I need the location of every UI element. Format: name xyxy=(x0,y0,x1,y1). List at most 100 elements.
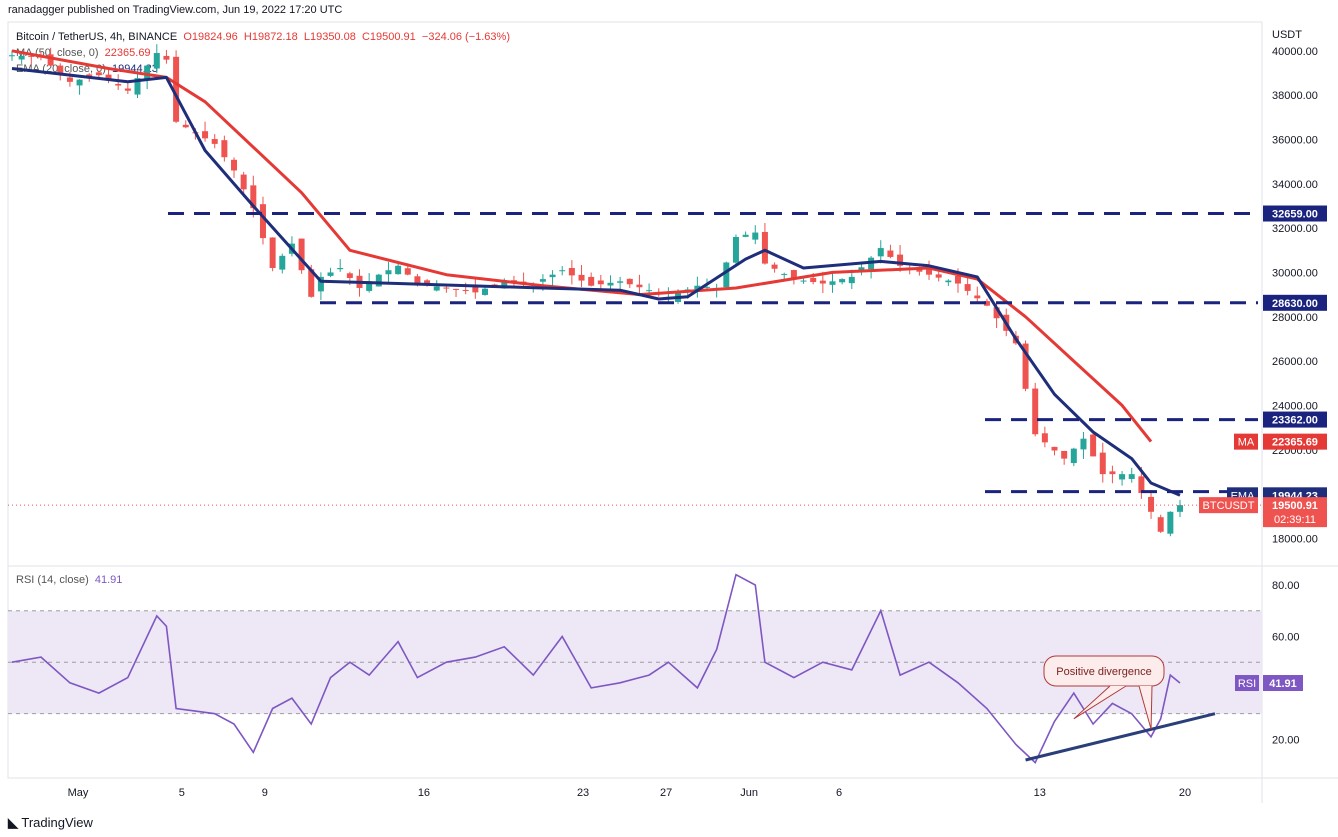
x-tick-label: 16 xyxy=(418,787,430,799)
price-tag-name-bg xyxy=(1199,497,1258,514)
price-tick-label: 36000.00 xyxy=(1272,134,1318,146)
candle xyxy=(964,284,971,291)
price-tick-label: 26000.00 xyxy=(1272,356,1318,368)
candle xyxy=(1157,517,1164,532)
level-price-label: 23362.00 xyxy=(1272,415,1318,427)
rsi-tag-name: RSI xyxy=(1238,678,1256,690)
candle xyxy=(317,276,324,292)
candle xyxy=(1051,446,1058,451)
candle xyxy=(9,55,15,57)
x-tick-label: 13 xyxy=(1034,787,1046,799)
ohlc-close: C19500.91 xyxy=(361,31,416,43)
candle xyxy=(337,268,344,270)
candle xyxy=(539,279,546,282)
candle xyxy=(366,281,373,291)
rsi-tag-value: 41.91 xyxy=(1269,678,1297,690)
candle xyxy=(781,273,788,275)
price-tag-name-bg xyxy=(1234,433,1258,450)
candle xyxy=(752,232,759,240)
candle xyxy=(1119,474,1126,480)
ohlc-change: −324.06 (−1.63%) xyxy=(421,31,510,43)
candle xyxy=(607,282,614,286)
level-price-tag xyxy=(1263,294,1327,311)
price-tag-value: 22365.69 xyxy=(1272,437,1318,449)
annotation-box[interactable] xyxy=(1043,655,1165,687)
candle xyxy=(626,278,633,285)
price-tick-label: 24000.00 xyxy=(1272,400,1318,412)
x-tick-label: Jun xyxy=(740,787,758,799)
candle xyxy=(134,78,141,95)
candle xyxy=(559,270,566,272)
ohlc-high: H19872.18 xyxy=(243,31,298,43)
candle xyxy=(57,65,64,74)
rsi-tick-label: 60.00 xyxy=(1272,631,1300,643)
rsi-legend-value: 41.91 xyxy=(94,574,123,586)
candle xyxy=(202,131,209,139)
candle xyxy=(279,255,286,270)
ma-legend-value: 22365.69 xyxy=(104,47,151,59)
candle xyxy=(1109,471,1116,475)
candle xyxy=(221,140,228,158)
rsi-tick-label: 20.00 xyxy=(1272,734,1300,746)
symbol-title[interactable]: Bitcoin / TetherUS, 4h, BINANCE xyxy=(16,31,178,43)
candle xyxy=(346,273,353,278)
candle xyxy=(761,231,768,264)
x-tick-label: 5 xyxy=(179,787,185,799)
candle xyxy=(588,276,595,286)
rsi-legend[interactable]: RSI (14, close) 41.91 xyxy=(16,574,122,586)
rsi-legend-label: RSI (14, close) xyxy=(16,574,89,586)
candle xyxy=(308,269,315,297)
candle xyxy=(124,88,131,91)
level-price-tag xyxy=(1263,205,1327,222)
candle xyxy=(47,54,54,66)
ema-line xyxy=(11,67,1181,497)
candle xyxy=(76,79,83,86)
candle xyxy=(1167,511,1174,534)
x-tick-label: 9 xyxy=(262,787,268,799)
candle xyxy=(1032,388,1039,435)
candle xyxy=(829,281,836,285)
candle xyxy=(28,55,35,57)
rsi-tag-bg xyxy=(1263,675,1303,692)
level-price-tag xyxy=(1263,411,1327,428)
candle xyxy=(887,250,894,257)
candle xyxy=(18,55,25,60)
candle xyxy=(105,74,112,81)
x-tick-label: 6 xyxy=(836,787,842,799)
annotation-text: Positive divergence xyxy=(1056,666,1151,678)
ohlc-low: L19350.08 xyxy=(303,31,356,43)
candle xyxy=(240,174,247,190)
candle xyxy=(636,284,643,288)
candle xyxy=(549,274,556,278)
candle xyxy=(897,254,904,266)
price-tick-label: 18000.00 xyxy=(1272,533,1318,545)
candle xyxy=(1138,476,1145,493)
level-price-label: 32659.00 xyxy=(1272,209,1318,221)
candle xyxy=(839,279,846,283)
x-tick-label: 27 xyxy=(660,787,672,799)
candle xyxy=(877,248,884,257)
candle xyxy=(790,270,797,280)
candle xyxy=(848,276,855,284)
tradingview-logo: ◣ TradingView xyxy=(8,815,93,831)
currency-label: USDT xyxy=(1272,29,1302,41)
annotation-pointer xyxy=(1138,685,1153,730)
candle xyxy=(462,289,469,291)
candle xyxy=(704,286,711,288)
price-tag-bg xyxy=(1263,497,1327,528)
candle xyxy=(945,280,952,283)
price-tick-label: 30000.00 xyxy=(1272,267,1318,279)
candle xyxy=(993,307,1000,319)
brand-name: TradingView xyxy=(21,815,93,830)
symbol-line: Bitcoin / TetherUS, 4h, BINANCE O19824.9… xyxy=(16,31,510,43)
candle xyxy=(153,53,160,69)
candle xyxy=(1090,434,1097,457)
candle xyxy=(433,286,440,291)
level-price-label: 28630.00 xyxy=(1272,298,1318,310)
candle xyxy=(231,159,238,171)
candle xyxy=(819,280,826,284)
candle xyxy=(858,267,865,272)
divergence-trendline[interactable] xyxy=(1025,712,1216,762)
logo-icon: ◣ xyxy=(8,815,18,830)
